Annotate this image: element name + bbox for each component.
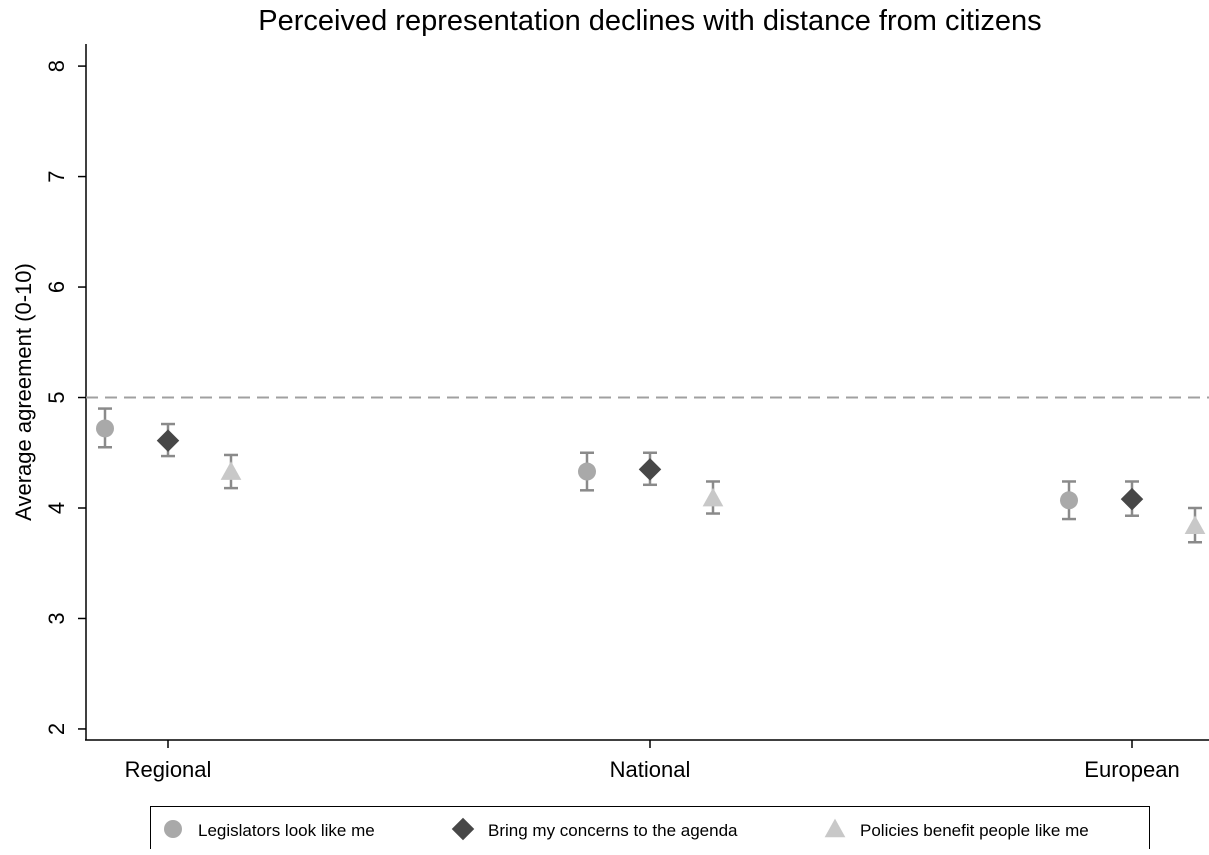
x-tick-label: National — [610, 757, 691, 782]
data-point-circle — [96, 419, 114, 438]
data-point-triangle — [1184, 515, 1206, 534]
y-tick-label: 5 — [44, 391, 69, 403]
chart: Perceived representation declines with d… — [11, 5, 1209, 782]
x-axis-ticks: Regional National European — [125, 740, 1180, 782]
y-tick-label: 4 — [44, 502, 69, 514]
y-tick-label: 8 — [44, 60, 69, 72]
y-axis-label: Average agreement (0-10) — [11, 263, 36, 521]
legend-marker-diamond — [451, 817, 475, 841]
y-tick-label: 7 — [44, 170, 69, 182]
legend: Legislators look like me Bring my concern… — [150, 806, 1150, 849]
legend-label: Policies benefit people like me — [860, 821, 1089, 840]
legend-marker-circle — [164, 820, 182, 838]
data-marks — [96, 407, 1206, 544]
data-point-circle — [578, 462, 596, 481]
x-tick-label: European — [1084, 757, 1179, 782]
legend-label: Bring my concerns to the agenda — [488, 821, 738, 840]
data-point-diamond — [1120, 487, 1144, 511]
legend-marker-triangle — [824, 818, 846, 838]
data-point-diamond — [156, 429, 180, 452]
x-tick-label: Regional — [125, 757, 212, 782]
data-point-diamond — [638, 458, 662, 481]
y-axis-ticks: 2 3 4 5 6 7 8 — [44, 60, 86, 735]
y-tick-label: 6 — [44, 281, 69, 293]
data-point-triangle — [702, 487, 724, 507]
legend-label: Legislators look like me — [198, 821, 375, 840]
y-tick-label: 2 — [44, 723, 69, 735]
y-tick-label: 3 — [44, 612, 69, 624]
chart-title: Perceived representation declines with d… — [258, 5, 1041, 37]
legend-items: Legislators look like me Bring my concern… — [164, 817, 1089, 841]
data-point-circle — [1060, 491, 1078, 510]
data-point-triangle — [220, 461, 242, 480]
